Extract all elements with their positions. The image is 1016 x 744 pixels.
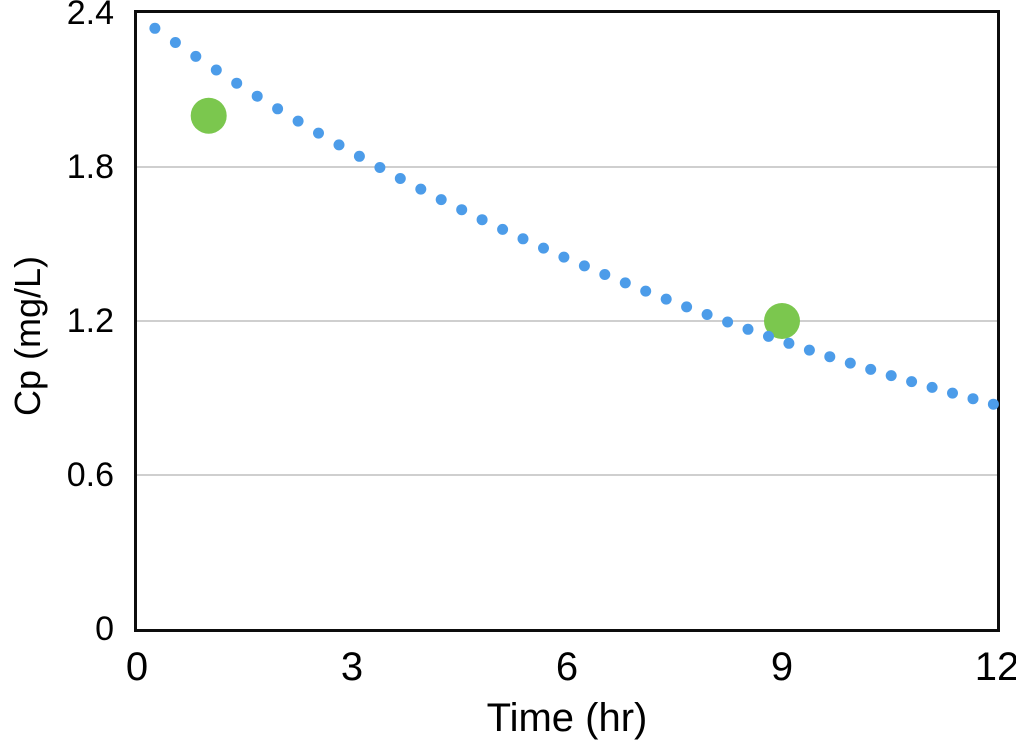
y-tick-label: 1.8 <box>66 148 114 186</box>
grid-line <box>137 166 997 168</box>
x-tick-label: 9 <box>770 645 794 689</box>
grid-line <box>137 474 997 476</box>
y-tick-label: 0.6 <box>66 456 114 494</box>
x-axis-title: Time (hr) <box>486 696 648 740</box>
x-tick-label: 12 <box>974 645 1016 689</box>
x-tick-label: 3 <box>340 645 364 689</box>
y-tick-label: 1.2 <box>66 302 114 340</box>
x-tick-label: 0 <box>125 645 149 689</box>
y-tick-label: 2.4 <box>66 0 114 32</box>
grid-line <box>137 320 997 322</box>
x-tick-label: 6 <box>555 645 579 689</box>
y-tick-label: 0 <box>95 610 114 648</box>
y-axis-title: Cp (mg/L) <box>7 255 48 417</box>
